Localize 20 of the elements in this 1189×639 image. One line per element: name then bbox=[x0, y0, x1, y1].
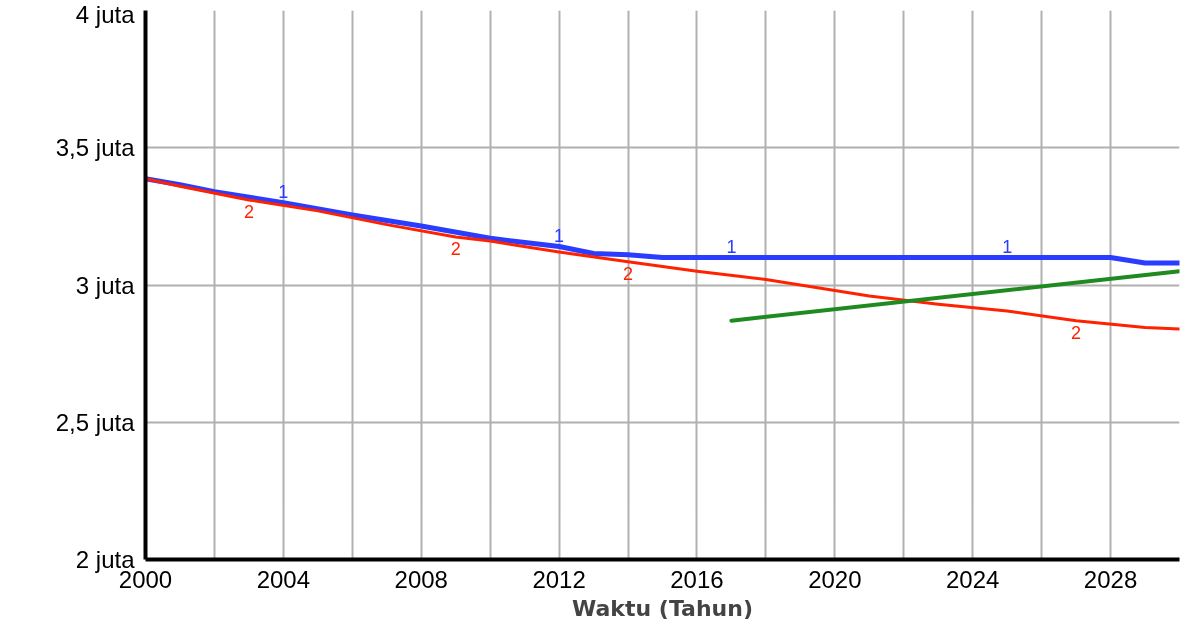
text: 1 bbox=[554, 225, 565, 246]
series-label: 1 bbox=[278, 181, 289, 202]
text: 1 bbox=[1002, 236, 1013, 257]
y-tick-label: 3,5 juta bbox=[55, 134, 136, 162]
y-tick-label: 4 juta bbox=[75, 0, 136, 28]
x-tick-label: 2008 bbox=[394, 565, 448, 593]
text: 2 bbox=[623, 263, 634, 284]
series-label: 2 bbox=[243, 201, 254, 222]
x-tick-label: 2012 bbox=[532, 565, 586, 593]
x-axis-title: Waktu (Tahun) bbox=[572, 595, 753, 621]
x-tick-label: 2024 bbox=[946, 565, 1000, 593]
x-tick-label: 2020 bbox=[808, 565, 862, 593]
y-tick-label: 2,5 juta bbox=[55, 408, 136, 436]
text: 2 bbox=[450, 238, 461, 259]
x-tick-label: 2016 bbox=[670, 565, 724, 593]
text: 1 bbox=[726, 236, 737, 257]
x-tick-label: 2004 bbox=[256, 565, 311, 593]
y-tick-label: 3 juta bbox=[75, 271, 136, 299]
text: 2 bbox=[1071, 322, 1082, 343]
x-tick-label: 2028 bbox=[1083, 565, 1138, 593]
